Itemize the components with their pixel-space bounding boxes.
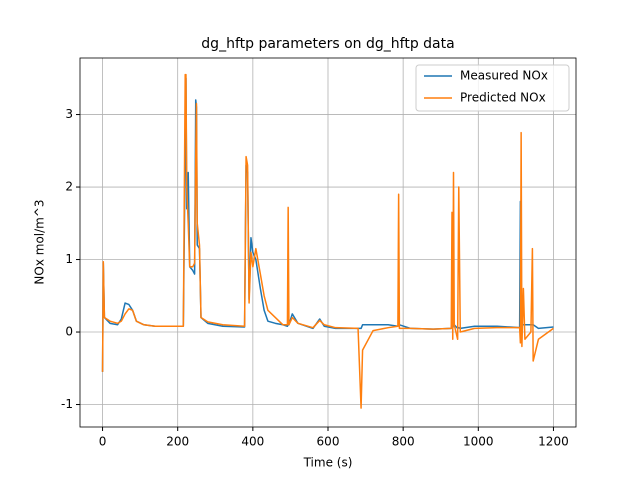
x-tick-label: 0 <box>99 435 107 449</box>
x-tick-label: 200 <box>166 435 189 449</box>
legend-box <box>415 64 570 112</box>
data-line <box>101 73 554 409</box>
y-tick-label: 1 <box>65 252 73 266</box>
chart-title: dg_hftp parameters on dg_hftp data <box>201 36 454 52</box>
legend-label: Predicted NOx <box>460 91 546 105</box>
x-tick-label: 800 <box>392 435 415 449</box>
y-tick-label: 3 <box>65 107 73 121</box>
y-tick-label: 0 <box>65 325 73 339</box>
x-tick-label: 600 <box>317 435 340 449</box>
x-tick-label: 1200 <box>538 435 569 449</box>
y-tick-label: 2 <box>65 180 73 194</box>
x-tick-label: 1000 <box>463 435 494 449</box>
y-axis-label: NOx mol/m^3 <box>33 199 47 284</box>
plot-frame <box>79 57 577 428</box>
y-tick-label: -1 <box>61 397 73 411</box>
x-tick-label: 400 <box>241 435 264 449</box>
x-axis-label: Time (s) <box>303 456 353 470</box>
legend-label: Measured NOx <box>460 69 548 83</box>
